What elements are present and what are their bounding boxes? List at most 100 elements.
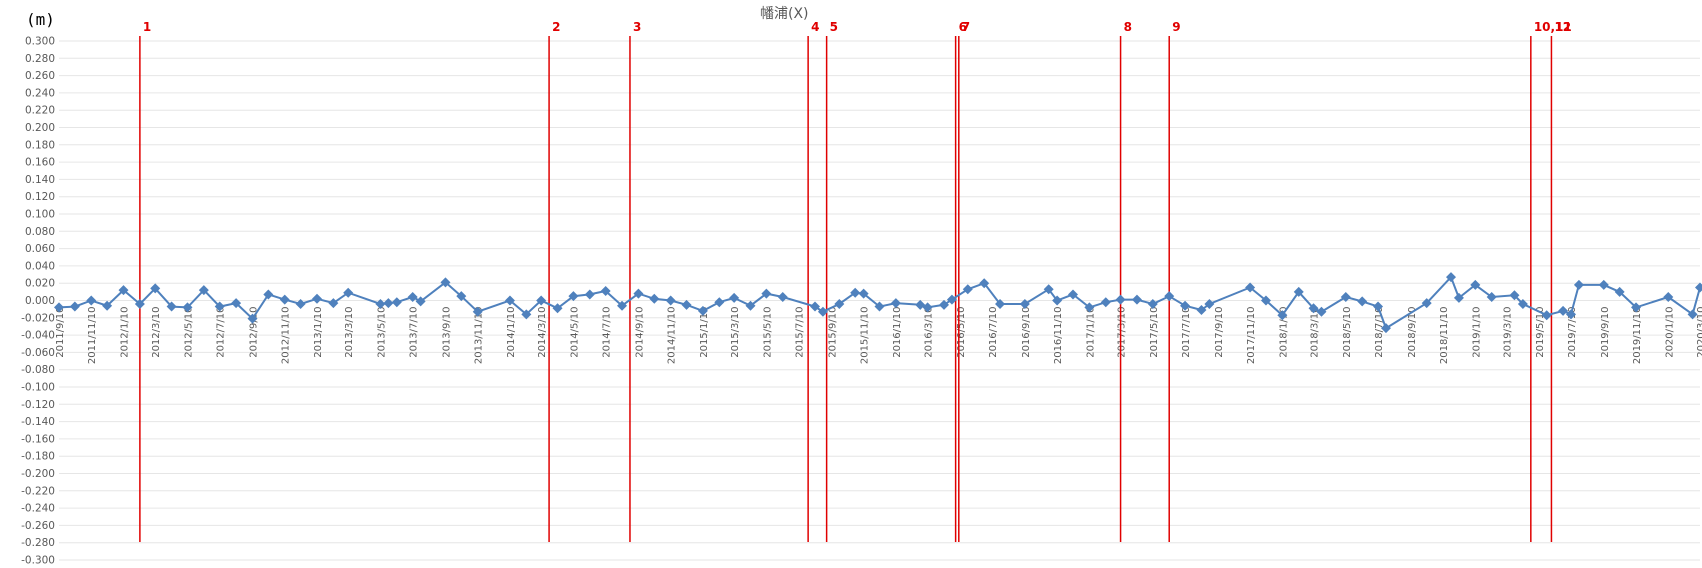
event-label: 8	[1124, 20, 1132, 34]
y-tick-label: 0.140	[25, 174, 55, 186]
data-point-88	[1517, 298, 1528, 309]
data-point-39	[697, 305, 708, 316]
x-tick-label: 2013/11/10	[474, 306, 485, 364]
y-tick-label: -0.300	[21, 555, 55, 567]
data-point-40	[714, 297, 725, 308]
x-tick-label: 2015/3/10	[730, 307, 741, 358]
data-point-74	[1277, 310, 1288, 321]
x-tick-label: 2014/1/10	[506, 307, 517, 358]
x-tick-label: 2018/3/10	[1310, 307, 1321, 358]
event-label: 12	[1554, 20, 1571, 34]
y-tick-label: 0.240	[25, 87, 55, 99]
y-tick-label: 0.200	[25, 122, 55, 134]
data-series	[54, 272, 1702, 334]
x-tick-label: 2017/5/10	[1149, 307, 1160, 358]
y-tick-label: 0.180	[25, 139, 55, 151]
x-tick-label: 2020/3/10	[1696, 307, 1702, 358]
x-tick-label: 2012/3/10	[151, 307, 162, 358]
y-tick-label: -0.120	[21, 399, 55, 411]
x-tick-label: 2017/3/10	[1117, 307, 1128, 358]
data-point-45	[810, 301, 821, 312]
data-point-12	[247, 313, 258, 324]
data-point-71	[1204, 298, 1215, 309]
y-tick-label: -0.240	[21, 503, 55, 515]
x-tick-label: 2019/5/10	[1535, 307, 1546, 358]
y-tick-label: -0.200	[21, 468, 55, 480]
x-tick-label: 2016/7/10	[988, 307, 999, 358]
x-tick-label: 2012/9/10	[248, 307, 259, 358]
data-point-17	[328, 298, 339, 309]
data-point-56	[962, 284, 973, 295]
event-label: 4	[811, 20, 819, 34]
data-point-95	[1631, 302, 1642, 313]
x-tick-label: 2012/7/10	[216, 307, 227, 358]
y-tick-label: -0.040	[21, 330, 55, 342]
data-point-7	[166, 301, 177, 312]
y-tick-label: 0.300	[25, 36, 55, 48]
data-point-36	[649, 293, 660, 304]
data-point-94	[1614, 286, 1625, 297]
event-label: 5	[830, 20, 838, 34]
y-tick-label: 0.220	[25, 105, 55, 117]
event-label: 3	[633, 20, 641, 34]
data-point-75	[1293, 286, 1304, 297]
y-tick-label: 0.040	[25, 260, 55, 272]
data-point-42	[745, 300, 756, 311]
y-tick-label: -0.220	[21, 485, 55, 497]
data-point-8	[182, 302, 193, 313]
y-unit-label: (m)	[26, 10, 55, 29]
data-point-63	[1084, 302, 1095, 313]
x-tick-label: 2018/9/10	[1407, 307, 1418, 358]
y-tick-label: 0.160	[25, 157, 55, 169]
y-tick-label: 0.000	[25, 295, 55, 307]
data-point-31	[568, 291, 579, 302]
x-tick-label: 2018/1/10	[1278, 307, 1289, 358]
data-point-50	[874, 301, 885, 312]
data-point-80	[1373, 301, 1384, 312]
y-tick-label: -0.140	[21, 416, 55, 428]
x-tick-label: 2019/7/10	[1567, 307, 1578, 358]
data-point-6	[150, 283, 161, 294]
data-point-87	[1509, 290, 1520, 301]
data-point-90	[1558, 305, 1569, 316]
x-tick-label: 2015/5/10	[762, 307, 773, 358]
data-point-92	[1573, 279, 1584, 290]
event-label: 7	[962, 20, 970, 34]
y-tick-label: -0.060	[21, 347, 55, 359]
y-tick-label: -0.280	[21, 537, 55, 549]
data-point-86	[1486, 292, 1497, 303]
data-point-25	[456, 291, 467, 302]
y-tick-labels: 0.300 0.280 0.260 0.240 0.220 0.200 0.180 0.160…	[21, 36, 55, 567]
data-point-26	[472, 306, 483, 317]
x-tick-label: 2013/3/10	[344, 307, 355, 358]
data-point-68	[1164, 291, 1175, 302]
data-point-51	[890, 298, 901, 309]
x-tick-label: 2016/5/10	[956, 307, 967, 358]
data-point-18	[343, 287, 354, 298]
x-tick-label: 2011/9/10	[55, 307, 66, 358]
data-point-83	[1445, 272, 1456, 283]
data-point-47	[834, 298, 845, 309]
data-point-27	[504, 295, 515, 306]
x-tick-label: 2017/11/10	[1246, 307, 1257, 365]
data-point-24	[440, 277, 451, 288]
x-tick-label: 2015/7/10	[795, 307, 806, 358]
data-point-78	[1340, 292, 1351, 303]
data-point-32	[584, 289, 595, 300]
x-tick-label: 2017/7/10	[1181, 307, 1192, 358]
x-tick-label: 2019/3/10	[1503, 307, 1514, 358]
x-tick-label: 2014/5/10	[569, 307, 580, 358]
data-point-20	[383, 298, 394, 309]
x-tick-label: 2016/1/10	[892, 307, 903, 358]
y-tick-label: -0.020	[21, 312, 55, 324]
data-point-35	[633, 288, 644, 299]
x-tick-labels: 2011/9/10 2011/11/10 2012/1/10 2012/3/10 201…	[55, 306, 1702, 364]
data-point-15	[295, 298, 306, 309]
x-tick-label: 2014/9/10	[634, 307, 645, 358]
x-tick-label: 2012/1/10	[119, 307, 130, 358]
data-point-4	[118, 285, 129, 296]
x-tick-label: 2013/5/10	[376, 307, 387, 358]
data-point-30	[552, 303, 563, 314]
x-tick-label: 2013/9/10	[441, 307, 452, 358]
